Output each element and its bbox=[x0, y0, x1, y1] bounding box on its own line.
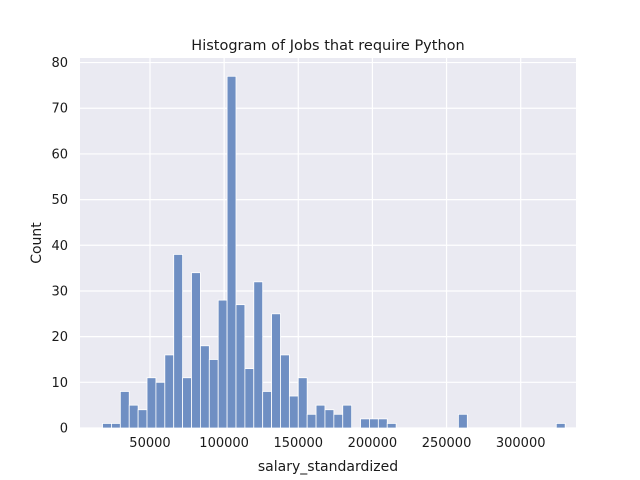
histogram-bar bbox=[306, 413, 317, 429]
y-axis-label: Count bbox=[29, 222, 45, 264]
histogram-bar bbox=[297, 377, 308, 429]
y-tick-label: 50 bbox=[51, 193, 68, 208]
histogram-bar bbox=[208, 359, 219, 429]
histogram-bar bbox=[146, 377, 157, 429]
histogram-bar bbox=[191, 272, 201, 429]
histogram-bar bbox=[271, 313, 281, 429]
histogram-bar bbox=[369, 418, 379, 429]
y-tick-label: 10 bbox=[51, 376, 68, 391]
x-tick-label: 100000 bbox=[199, 436, 249, 451]
y-tick-label: 30 bbox=[51, 284, 68, 299]
y-tick-label: 80 bbox=[51, 56, 68, 71]
histogram-bar bbox=[244, 368, 255, 429]
histogram-bar bbox=[342, 404, 353, 429]
x-tick-label: 150000 bbox=[273, 436, 323, 451]
histogram-bar bbox=[555, 423, 566, 429]
y-tick-label: 20 bbox=[51, 330, 68, 345]
x-axis-label: salary_standardized bbox=[258, 459, 398, 475]
histogram-bar bbox=[386, 423, 397, 429]
histogram-bar bbox=[458, 413, 468, 429]
histogram-bar bbox=[253, 281, 264, 429]
histogram-bar bbox=[200, 345, 210, 429]
y-tick-label: 40 bbox=[51, 239, 68, 254]
histogram-bar bbox=[262, 391, 272, 429]
x-tick-label: 300000 bbox=[496, 436, 546, 451]
y-tick-label: 70 bbox=[51, 102, 68, 117]
histogram-bar bbox=[111, 423, 121, 429]
x-tick-label: 250000 bbox=[422, 436, 472, 451]
grid-lines bbox=[80, 58, 576, 429]
x-tick-label: 50000 bbox=[129, 436, 170, 451]
histogram-bar bbox=[360, 418, 370, 429]
plot-background bbox=[80, 58, 576, 428]
histogram-bar bbox=[119, 391, 130, 429]
histogram-bar bbox=[155, 381, 166, 429]
histogram-bar bbox=[324, 409, 335, 429]
histogram-bar bbox=[333, 413, 344, 429]
bars bbox=[102, 75, 566, 429]
histogram-bar bbox=[137, 409, 148, 429]
histogram-bar bbox=[128, 404, 139, 429]
x-tick-labels: 50000 100000 150000 200000 250000 300000 bbox=[129, 436, 545, 451]
histogram-bar bbox=[173, 254, 184, 429]
histogram-bar bbox=[280, 354, 290, 429]
histogram-bar bbox=[182, 377, 192, 429]
histogram-bar bbox=[164, 354, 175, 429]
y-tick-labels: 0 10 20 30 40 50 60 70 80 bbox=[51, 56, 68, 436]
y-tick-label: 0 bbox=[60, 422, 68, 437]
histogram-bar bbox=[217, 299, 228, 429]
histogram-bar bbox=[235, 304, 246, 429]
histogram-bar bbox=[226, 75, 237, 429]
chart-title: Histogram of Jobs that require Python bbox=[191, 38, 464, 54]
histogram-bar bbox=[288, 395, 299, 429]
y-tick-label: 60 bbox=[51, 147, 68, 162]
histogram-bar bbox=[315, 404, 326, 429]
histogram-bar bbox=[377, 418, 388, 429]
x-tick-label: 200000 bbox=[348, 436, 398, 451]
histogram-bar bbox=[102, 423, 112, 429]
